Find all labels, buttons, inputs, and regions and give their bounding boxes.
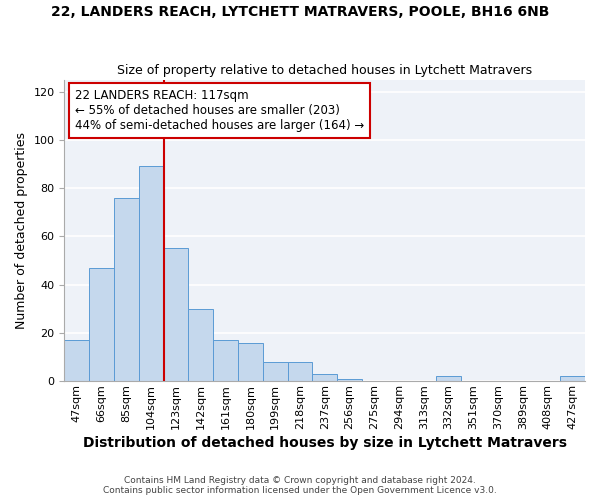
Bar: [436, 376, 461, 381]
Bar: [114, 198, 139, 381]
Bar: [213, 340, 238, 381]
Bar: [89, 268, 114, 381]
Bar: [287, 362, 313, 381]
Text: Contains HM Land Registry data © Crown copyright and database right 2024.
Contai: Contains HM Land Registry data © Crown c…: [103, 476, 497, 495]
Y-axis label: Number of detached properties: Number of detached properties: [15, 132, 28, 329]
X-axis label: Distribution of detached houses by size in Lytchett Matravers: Distribution of detached houses by size …: [83, 436, 567, 450]
Bar: [188, 309, 213, 381]
Title: Size of property relative to detached houses in Lytchett Matravers: Size of property relative to detached ho…: [117, 64, 532, 77]
Text: 22 LANDERS REACH: 117sqm
← 55% of detached houses are smaller (203)
44% of semi-: 22 LANDERS REACH: 117sqm ← 55% of detach…: [75, 88, 364, 132]
Bar: [560, 376, 585, 381]
Bar: [164, 248, 188, 381]
Text: 22, LANDERS REACH, LYTCHETT MATRAVERS, POOLE, BH16 6NB: 22, LANDERS REACH, LYTCHETT MATRAVERS, P…: [51, 5, 549, 19]
Bar: [64, 340, 89, 381]
Bar: [139, 166, 164, 381]
Bar: [337, 378, 362, 381]
Bar: [313, 374, 337, 381]
Bar: [238, 342, 263, 381]
Bar: [263, 362, 287, 381]
